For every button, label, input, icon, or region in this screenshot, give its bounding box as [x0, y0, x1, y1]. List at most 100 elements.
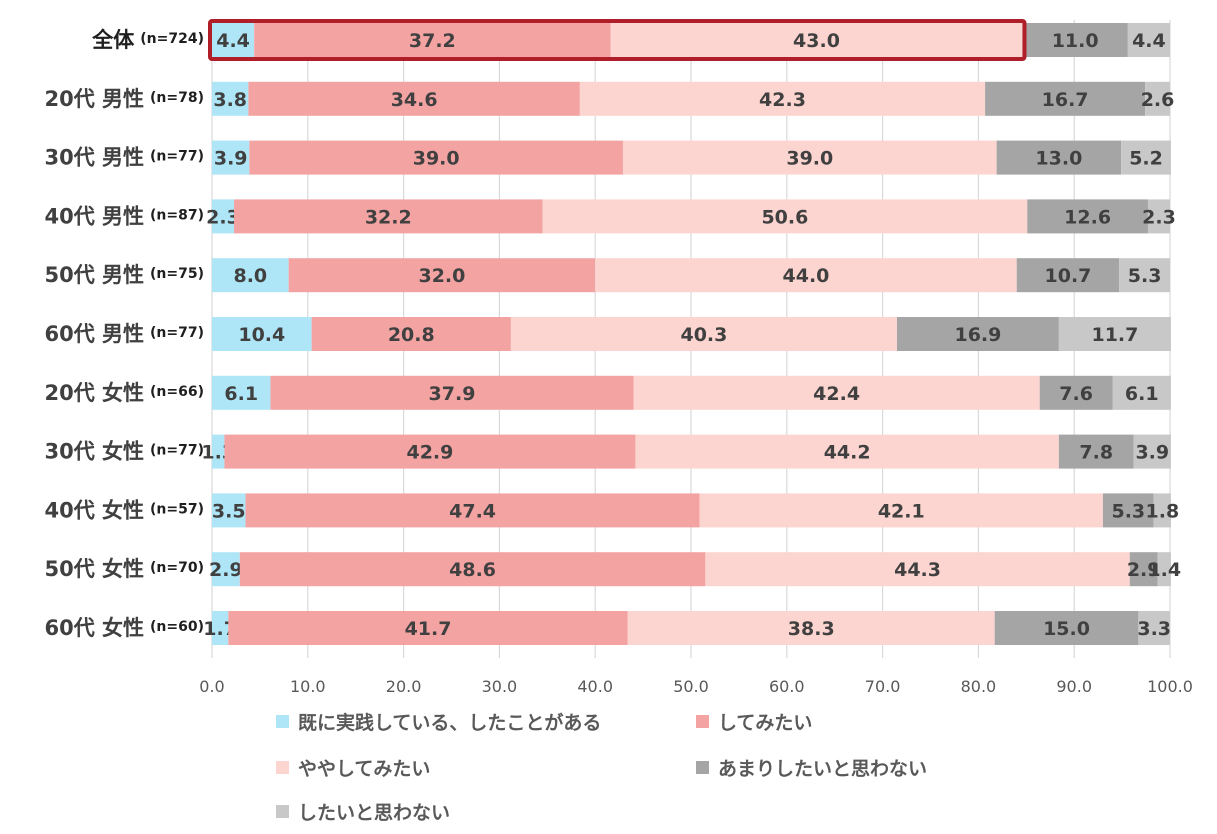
category-n: (n=75) — [150, 266, 204, 282]
data-label: 37.9 — [429, 383, 476, 405]
bar-segment — [254, 23, 611, 57]
category-n: (n=77) — [150, 325, 204, 341]
data-label: 7.6 — [1059, 383, 1093, 405]
bar-segment — [212, 23, 255, 57]
data-label: 16.7 — [1042, 89, 1089, 111]
category-name: 40代 男性 — [44, 204, 144, 228]
x-tick-label: 0.0 — [199, 677, 224, 696]
bar-segment — [705, 552, 1130, 587]
data-label: 7.8 — [1079, 442, 1113, 464]
data-label: 2.6 — [1141, 89, 1175, 111]
category-name: 60代 男性 — [44, 322, 144, 346]
x-tick-label: 100.0 — [1147, 677, 1193, 696]
data-label: 37.2 — [409, 30, 456, 52]
data-label: 1.8 — [1146, 500, 1180, 522]
data-label: 40.3 — [680, 324, 727, 346]
bar-segment — [212, 375, 271, 410]
bar-segment — [1127, 23, 1170, 57]
category-name: 全体 — [91, 28, 135, 52]
data-label: 32.0 — [418, 265, 465, 287]
highlight-frame — [208, 19, 1027, 61]
data-label: 13.0 — [1035, 148, 1082, 170]
bar-segment — [1058, 317, 1171, 351]
data-label: 3.5 — [212, 500, 246, 522]
legend-label: あまりしたいと思わない — [718, 758, 927, 780]
data-label: 32.2 — [365, 206, 412, 228]
category-label: 全体 (n=724) — [91, 28, 204, 52]
category-label: 60代 女性 (n=60) — [44, 616, 204, 640]
bar-segment — [212, 81, 249, 116]
data-label: 6.1 — [224, 383, 258, 405]
bar-segment — [985, 81, 1146, 116]
bar-segment — [699, 493, 1103, 528]
category-name: 50代 男性 — [44, 263, 144, 287]
bar-segment — [1102, 493, 1154, 528]
bars: 4.4 37.2 43.0 11.0 4.4 3.8 34.6 42.3 16.7 2.6 3.9 3… — [201, 23, 1181, 645]
data-label: 10.4 — [238, 324, 285, 346]
bar-segment — [510, 317, 897, 351]
x-tick-label: 90.0 — [1056, 677, 1092, 696]
bar-segment — [996, 140, 1122, 175]
bar-segment — [994, 611, 1139, 645]
bar-segment — [1022, 23, 1128, 57]
category-n: (n=77) — [150, 443, 204, 459]
bar-segment — [1147, 199, 1170, 234]
bar-segment — [228, 611, 628, 645]
data-label: 12.6 — [1064, 206, 1111, 228]
category-name: 20代 女性 — [44, 381, 144, 405]
bar-segment — [239, 552, 706, 587]
bar-segment — [1112, 375, 1171, 410]
bar-segment — [627, 611, 995, 645]
data-label: 2.9 — [1127, 559, 1161, 581]
category-n: (n=724) — [140, 31, 204, 47]
category-n: (n=78) — [150, 90, 204, 106]
category-n: (n=77) — [150, 149, 204, 165]
legend-swatch — [276, 761, 289, 774]
bar-segment — [234, 199, 543, 234]
category-name: 40代 女性 — [44, 498, 144, 522]
data-label: 34.6 — [391, 89, 438, 111]
data-label: 4.4 — [216, 30, 250, 52]
data-label: 42.3 — [759, 89, 806, 111]
category-labels: 全体 (n=724) 20代 男性 (n=78) 30代 男性 (n=77) 40代 男性 (… — [44, 28, 204, 640]
data-label: 5.3 — [1111, 500, 1145, 522]
category-label: 50代 女性 (n=70) — [44, 557, 204, 581]
category-n: (n=70) — [150, 560, 204, 576]
legend-label: ややしてみたい — [298, 758, 430, 780]
category-label: 40代 女性 (n=57) — [44, 498, 204, 522]
x-tick-label: 80.0 — [961, 677, 997, 696]
category-name: 30代 男性 — [44, 146, 144, 170]
category-n: (n=66) — [150, 384, 204, 400]
category-label: 20代 女性 (n=66) — [44, 381, 204, 405]
category-label: 20代 男性 (n=78) — [44, 87, 204, 111]
category-name: 20代 男性 — [44, 87, 144, 111]
x-tick-label: 10.0 — [290, 677, 326, 696]
data-label: 10.7 — [1045, 265, 1092, 287]
x-tick-label: 50.0 — [673, 677, 709, 696]
data-label: 3.8 — [213, 89, 247, 111]
data-label: 11.0 — [1052, 30, 1099, 52]
data-label: 11.7 — [1091, 324, 1138, 346]
x-tick-label: 30.0 — [482, 677, 518, 696]
bar-segment — [212, 317, 312, 351]
data-label: 2.3 — [206, 206, 240, 228]
bar-segment — [1145, 81, 1170, 116]
category-name: 30代 女性 — [44, 440, 144, 464]
data-label: 47.4 — [449, 500, 496, 522]
data-label: 39.0 — [413, 148, 460, 170]
data-label: 8.0 — [233, 265, 267, 287]
bar-segment — [1016, 258, 1120, 293]
data-label: 38.3 — [788, 618, 835, 640]
data-label: 50.6 — [761, 206, 808, 228]
category-n: (n=60) — [150, 619, 204, 635]
data-label: 41.7 — [405, 618, 452, 640]
bar-segment — [635, 434, 1059, 469]
category-label: 50代 男性 (n=75) — [44, 263, 204, 287]
bar-segment — [212, 552, 240, 587]
category-label: 60代 男性 (n=77) — [44, 322, 204, 346]
data-label: 42.4 — [813, 383, 860, 405]
data-label: 2.3 — [1142, 206, 1176, 228]
bar-segment — [311, 317, 511, 351]
category-label: 30代 女性 (n=77) — [44, 440, 204, 464]
